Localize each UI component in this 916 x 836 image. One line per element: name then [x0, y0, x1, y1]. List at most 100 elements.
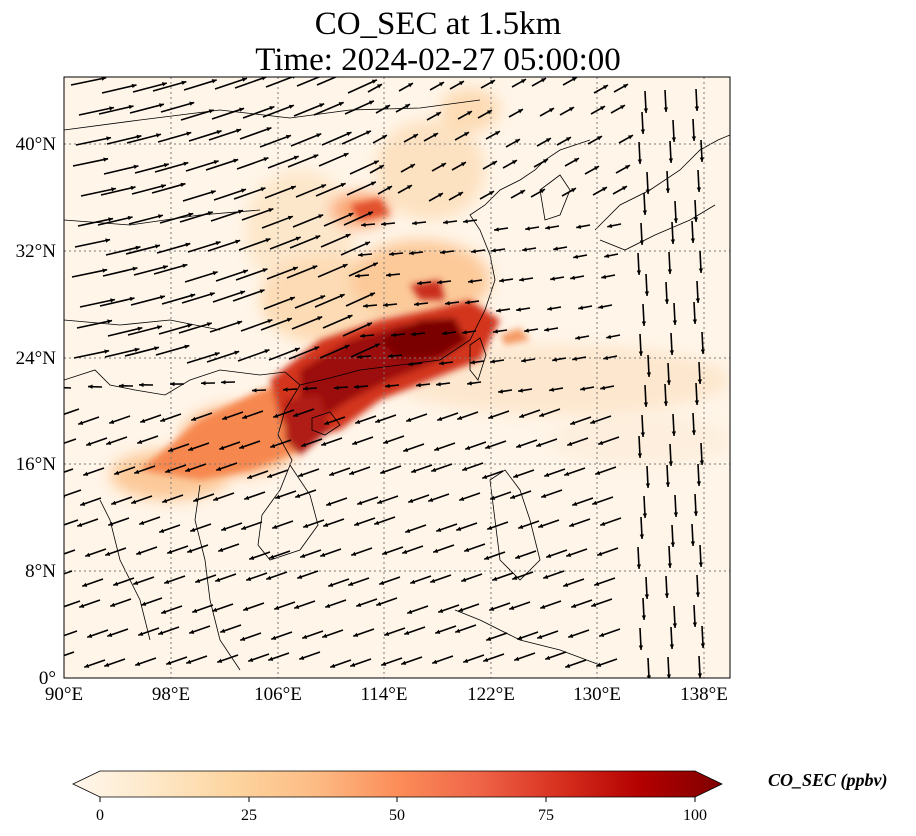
wind-arrow-head — [549, 387, 555, 392]
wind-arrow-shaft — [321, 131, 352, 146]
wind-arrow-head — [183, 161, 189, 166]
wind-arrow-head — [509, 605, 515, 610]
wind-arrow-head — [357, 500, 363, 505]
wind-arrow-head — [217, 658, 223, 663]
wind-arrow-shaft — [341, 130, 372, 145]
wind-arrow-head — [87, 633, 93, 638]
wind-arrow-head — [459, 496, 465, 501]
wind-arrow-head — [514, 139, 520, 144]
wind-arrow-head — [345, 234, 351, 239]
wind-arrow-shaft — [241, 207, 274, 221]
wind-arrow-shaft — [64, 468, 74, 473]
wind-arrow-head — [671, 137, 677, 142]
wind-arrow-head — [486, 636, 492, 641]
wind-arrow-head — [189, 629, 195, 634]
wind-arrow-head — [639, 240, 645, 245]
wind-arrow-head — [325, 603, 331, 608]
wind-arrow-head — [55, 443, 60, 447]
wind-arrow-head — [463, 658, 469, 663]
wind-arrow-head — [517, 109, 523, 114]
wind-arrow-head — [247, 474, 253, 479]
wind-arrow-shaft — [232, 289, 265, 302]
wind-arrow-head — [268, 656, 274, 661]
wind-arrow-shaft — [346, 181, 377, 196]
wind-arrow-head — [353, 632, 359, 637]
wind-arrow-head — [185, 467, 191, 472]
wind-arrow-head — [57, 385, 62, 389]
y-tick-label: 8°N — [25, 561, 56, 582]
wind-arrow-head — [389, 251, 394, 257]
wind-arrow-head — [321, 184, 327, 189]
wind-arrow-head — [455, 628, 461, 633]
wind-arrow-head — [85, 552, 91, 557]
wind-arrow-head — [263, 157, 269, 162]
wind-arrow-shaft — [209, 320, 243, 333]
wind-arrow-head — [351, 551, 357, 556]
wind-arrow-head — [180, 182, 186, 187]
wind-arrow-head — [165, 468, 171, 473]
wind-arrow-head — [432, 133, 438, 138]
wind-arrow-head — [137, 326, 143, 331]
wind-arrow-head — [592, 500, 598, 505]
wind-arrow-head — [646, 675, 652, 678]
wind-arrow-head — [457, 192, 463, 197]
wind-arrow-head — [272, 524, 278, 529]
wind-arrow-head — [163, 163, 169, 168]
wind-arrow-head — [242, 269, 248, 274]
wind-arrow-head — [568, 633, 574, 638]
wind-arrow-head — [640, 129, 646, 134]
wind-arrow-head — [233, 158, 239, 163]
wind-arrow-head — [432, 659, 438, 664]
wind-arrow-head — [571, 77, 577, 82]
wind-arrow-head — [386, 272, 391, 278]
wind-arrow-shaft — [183, 79, 217, 91]
wind-arrow-head — [270, 443, 276, 448]
wind-arrow-head — [435, 629, 441, 634]
wind-arrow-head — [698, 562, 704, 567]
wind-arrow-head — [428, 497, 434, 502]
wind-arrow-head — [242, 414, 248, 419]
wind-arrow-head — [349, 470, 355, 475]
wind-arrow-head — [221, 526, 227, 531]
wind-arrow-head — [542, 159, 548, 164]
wind-arrow-head — [466, 111, 472, 116]
wind-arrow-shaft — [184, 271, 218, 283]
wind-arrow-head — [167, 549, 173, 554]
colorbar-tick-label: 50 — [389, 807, 405, 824]
wind-arrow-head — [187, 548, 193, 553]
wind-arrow-head — [57, 524, 62, 528]
wind-arrow-head — [692, 319, 698, 324]
wind-arrow-head — [133, 164, 139, 170]
wind-arrow-head — [619, 105, 625, 110]
wind-arrow-shaft — [207, 239, 241, 252]
wind-arrow-head — [458, 607, 464, 612]
wind-arrow-head — [101, 77, 107, 81]
wind-arrow-shaft — [264, 185, 297, 199]
wind-arrow-head — [287, 215, 293, 220]
wind-arrow-head — [694, 400, 700, 405]
wind-arrow-head — [499, 278, 504, 283]
wind-arrow-shaft — [263, 296, 296, 310]
wind-arrow-head — [286, 317, 292, 322]
wind-arrow-shaft — [70, 77, 107, 86]
wind-arrow-shaft — [294, 294, 326, 309]
wind-arrow-head — [328, 582, 334, 587]
wind-arrow-shaft — [72, 157, 109, 167]
wind-arrow-shaft — [79, 298, 116, 308]
colorbar-gradient — [72, 770, 723, 798]
wind-arrow-head — [135, 245, 141, 250]
wind-arrow-head — [139, 520, 145, 525]
wind-arrow-head — [356, 602, 362, 607]
wind-arrow-head — [645, 189, 651, 194]
wind-arrow-head — [269, 554, 275, 559]
wind-arrow-head — [137, 439, 143, 444]
wind-arrow-head — [435, 112, 441, 117]
wind-arrow-head — [564, 471, 570, 476]
wind-arrow-head — [695, 298, 701, 303]
wind-arrow-head — [107, 319, 113, 324]
wind-arrow-head — [384, 631, 390, 636]
wind-arrow-head — [430, 578, 436, 583]
wind-arrow-head — [376, 601, 382, 606]
wind-arrow-head — [567, 441, 573, 446]
wind-arrow-head — [240, 290, 246, 295]
